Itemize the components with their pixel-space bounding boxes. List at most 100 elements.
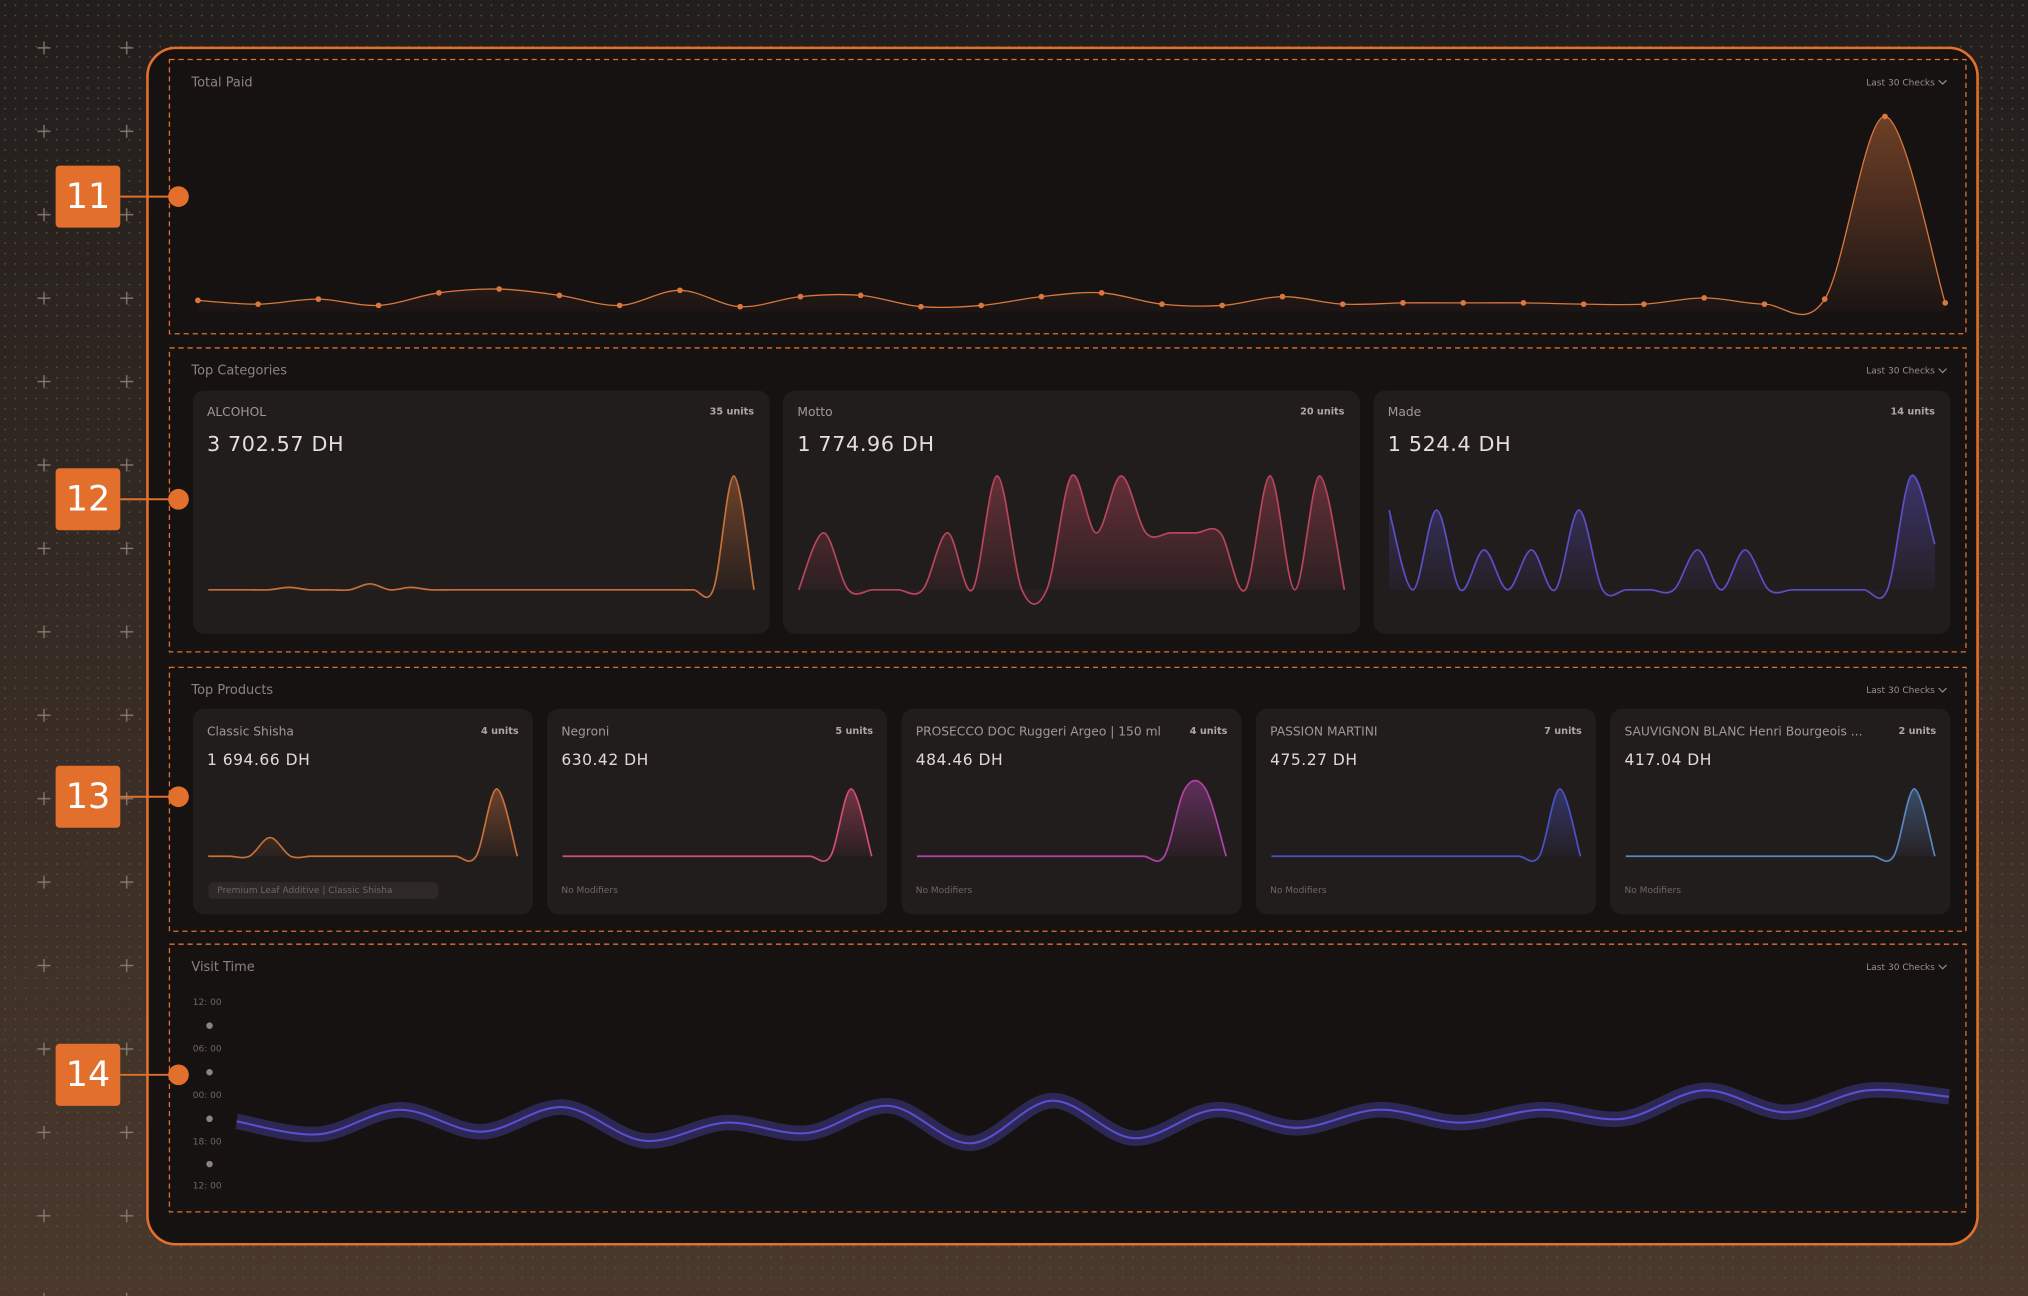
- point: [436, 289, 442, 296]
- card-units: 35 units: [710, 406, 755, 417]
- point: [255, 301, 261, 308]
- point: [737, 303, 744, 310]
- card-amount: 1 524.4 DH: [1388, 432, 1512, 456]
- y-tick-label: 00: 00: [193, 1091, 222, 1101]
- time-icon: [206, 1160, 213, 1168]
- filter: Last 30 Checks: [1866, 686, 1935, 696]
- card-name: Classic Shisha: [207, 725, 294, 739]
- callout-label: 11: [66, 177, 110, 217]
- point: [1038, 293, 1045, 300]
- card-name: PROSECCO DOC Ruggeri Argeo | 150 ml: [916, 725, 1161, 740]
- card-name: Motto: [797, 405, 832, 419]
- card-amount: 630.42 DH: [561, 751, 649, 769]
- line: [562, 788, 873, 862]
- chevron: [1938, 687, 1947, 693]
- point: [1460, 300, 1467, 306]
- line: [1388, 474, 1936, 599]
- line: [797, 474, 1346, 605]
- frame: [146, 46, 1979, 1246]
- time-icon: [206, 1022, 213, 1029]
- card-units: 5 units: [835, 726, 873, 737]
- card-units: 2 units: [1899, 726, 1937, 737]
- point: [918, 303, 924, 310]
- point: [1761, 301, 1768, 308]
- card-amount: 484.46 DH: [916, 751, 1003, 769]
- point: [496, 286, 502, 292]
- line: [1625, 788, 1936, 862]
- card-units: 4 units: [481, 726, 519, 737]
- card-units: 20 units: [1300, 406, 1345, 417]
- point: [1701, 295, 1708, 301]
- y-tick-label: 12: 00: [193, 998, 222, 1008]
- card-units: 7 units: [1544, 726, 1582, 737]
- callout-badge: [55, 765, 121, 828]
- callout-badge: [55, 468, 121, 531]
- area: [1271, 788, 1581, 862]
- area: [208, 788, 518, 862]
- line: [208, 788, 519, 862]
- content: 11 12 13 14 Total Paid Last 30 Checks Top Cate…: [55, 58, 1967, 1213]
- line: [1271, 788, 1582, 862]
- callout-dot: [168, 1064, 189, 1086]
- card-units: 14 units: [1891, 406, 1936, 417]
- card-note: No Modifiers: [1624, 886, 1681, 896]
- callout-badge: [55, 1043, 121, 1106]
- card-note: No Modifiers: [1270, 886, 1327, 896]
- area: [1389, 475, 1935, 599]
- point: [1159, 301, 1165, 308]
- callout-dot: [168, 786, 189, 808]
- point: [677, 287, 683, 294]
- card: [192, 708, 533, 915]
- card-amount: 3 702.57 DH: [207, 432, 344, 456]
- callout-dot: [168, 488, 189, 510]
- callout-dot: [168, 186, 189, 207]
- card: [1610, 708, 1951, 915]
- callout-label: 12: [66, 480, 110, 520]
- point: [1279, 293, 1286, 300]
- y-tick-label: 12: 00: [193, 1182, 222, 1192]
- card-amount: 475.27 DH: [1270, 751, 1358, 769]
- callout-label: 14: [66, 1055, 110, 1095]
- point: [1098, 289, 1105, 296]
- card: [1373, 390, 1951, 634]
- point: [1219, 302, 1226, 309]
- callout-label: 13: [66, 777, 110, 817]
- card-name: SAUVIGNON BLANC Henri Bourgeois ...: [1624, 725, 1862, 739]
- card: [901, 708, 1242, 915]
- point: [1580, 301, 1587, 308]
- chip: [208, 882, 439, 899]
- point: [556, 292, 563, 299]
- panel: [168, 943, 1967, 1213]
- panel-title: Visit Time: [191, 960, 254, 975]
- panel-title: Top Products: [190, 683, 273, 698]
- point: [195, 297, 201, 304]
- filter: Last 30 Checks: [1866, 367, 1935, 377]
- chevron: [1938, 368, 1947, 374]
- panel: [168, 347, 1967, 653]
- line: [208, 475, 755, 599]
- chevron: [1938, 964, 1947, 970]
- panel-title: Total Paid: [190, 75, 252, 90]
- card: [547, 708, 888, 915]
- card-amount: 1 774.96 DH: [797, 432, 934, 456]
- filter: Last 30 Checks: [1866, 78, 1935, 88]
- card-amount: 417.04 DH: [1624, 751, 1711, 769]
- filter: Last 30 Checks: [1866, 963, 1935, 973]
- point: [1339, 301, 1346, 308]
- point: [1821, 296, 1828, 302]
- panel: [168, 666, 1967, 932]
- point: [1882, 113, 1888, 120]
- panel: [168, 58, 1967, 335]
- callout-badge: [55, 165, 121, 228]
- card-name: PASSION MARTINI: [1270, 725, 1377, 739]
- card-name: Made: [1388, 405, 1421, 419]
- card: [1255, 708, 1597, 915]
- card-units: 4 units: [1190, 726, 1228, 737]
- point: [1400, 300, 1406, 306]
- point: [1641, 301, 1647, 308]
- card: [192, 390, 770, 634]
- line: [916, 779, 1227, 862]
- card-note: Premium Leaf Additive | Classic Shisha: [217, 886, 392, 896]
- point: [375, 302, 382, 309]
